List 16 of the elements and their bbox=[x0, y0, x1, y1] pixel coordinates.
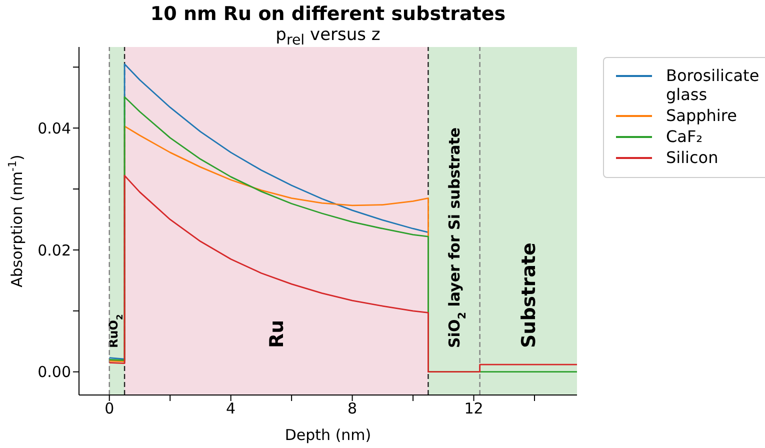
x-tick-label: 12 bbox=[464, 400, 484, 418]
x-tick-label: 0 bbox=[104, 400, 114, 418]
legend-label: Sapphire bbox=[666, 106, 737, 125]
x-tick-label: 8 bbox=[348, 400, 358, 418]
legend-label: Silicon bbox=[666, 148, 718, 167]
y-tick-label: 0.00 bbox=[38, 363, 71, 382]
y-tick-label: 0.02 bbox=[38, 241, 71, 260]
legend-label: CaF₂ bbox=[666, 127, 703, 146]
chart-title: 10 nm Ru on different substrates bbox=[149, 3, 507, 25]
band-label: Substrate bbox=[518, 242, 540, 348]
x-axis-title: Depth (nm) bbox=[284, 426, 372, 444]
band-label: Ru bbox=[266, 320, 288, 348]
legend-label: Borosilicate glass bbox=[666, 66, 760, 104]
y-tick-label: 0.04 bbox=[38, 119, 71, 138]
x-tick-label: 4 bbox=[226, 400, 236, 418]
chart-subtitle: p$_{rel}$ versus z bbox=[274, 25, 382, 48]
